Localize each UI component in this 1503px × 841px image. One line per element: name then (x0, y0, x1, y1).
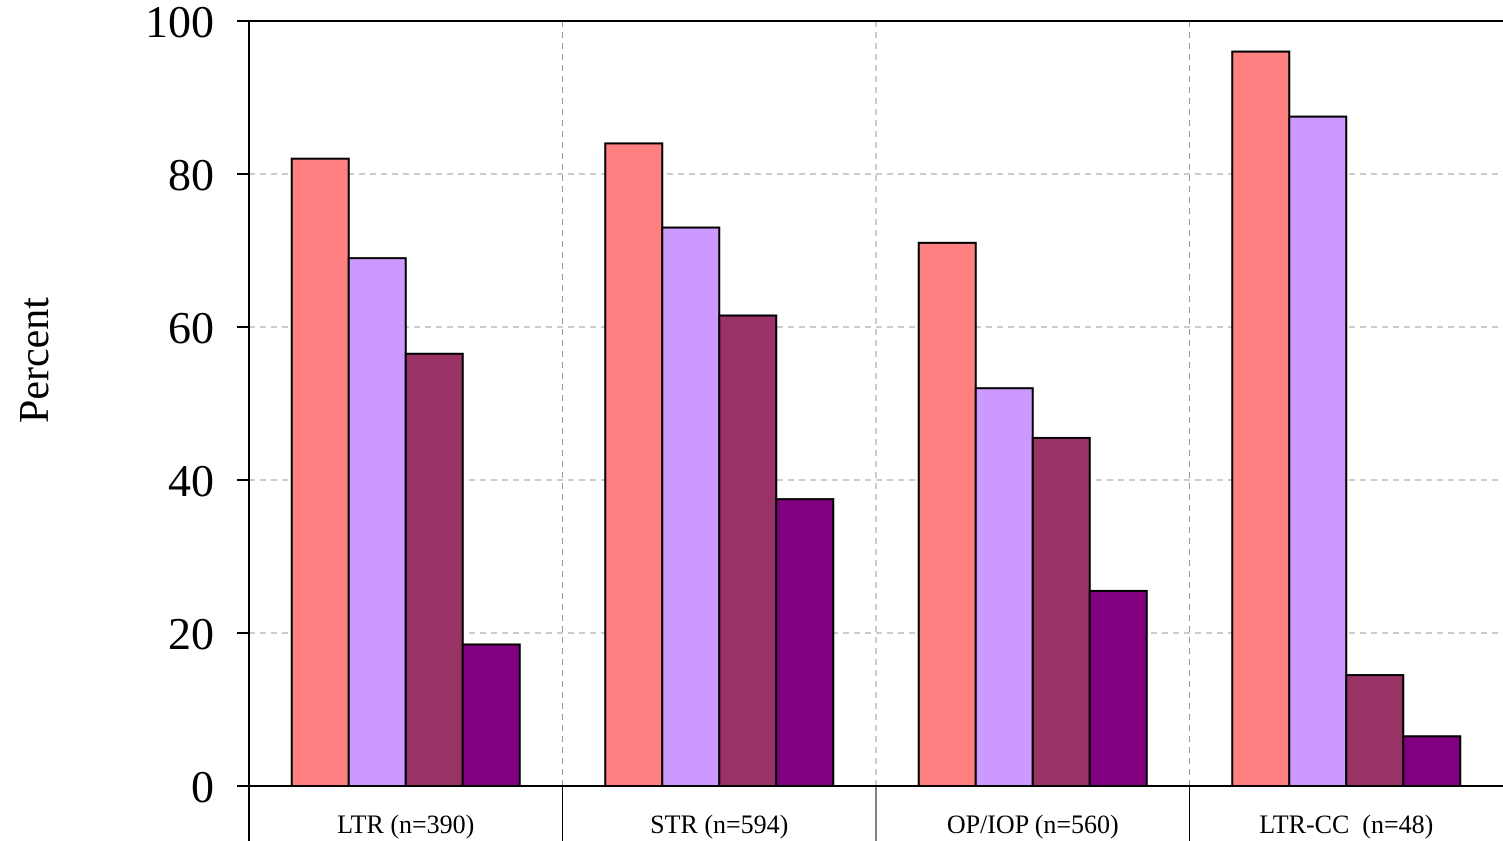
bar (347, 257, 407, 787)
y-tick-label: 0 (191, 761, 214, 812)
y-tick-label: 20 (168, 608, 214, 659)
bar (1288, 115, 1348, 787)
bar (661, 226, 721, 788)
axes (237, 20, 1503, 841)
bar (775, 498, 835, 787)
bar (1031, 436, 1091, 787)
y-tick-label: 80 (168, 149, 214, 200)
x-category-label: OP/IOP (n=560) (947, 810, 1119, 839)
y-tick-labels: 0 20 40 60 80 100 (145, 0, 249, 812)
bar (1345, 674, 1405, 788)
bar (1231, 50, 1291, 788)
bar (1402, 735, 1462, 788)
y-tick-label: 100 (145, 0, 214, 47)
x-category-labels: LTR (n=390) STR (n=594) OP/IOP (n=560) LTR-… (337, 810, 1433, 839)
x-category-label: LTR (n=390) (337, 810, 474, 839)
x-category-label: STR (n=594) (650, 810, 788, 839)
bars (290, 50, 1462, 788)
bar (604, 142, 664, 787)
x-category-label: LTR-CC (n=48) (1259, 810, 1433, 839)
bar (974, 387, 1034, 787)
bar (404, 352, 464, 787)
y-axis-label: Percent (12, 297, 58, 423)
bar (1088, 589, 1148, 787)
y-tick-label: 60 (168, 302, 214, 353)
bar (290, 157, 350, 787)
bar (718, 314, 778, 787)
bar (917, 241, 977, 788)
bar (461, 643, 521, 787)
y-tick-label: 40 (168, 455, 214, 506)
